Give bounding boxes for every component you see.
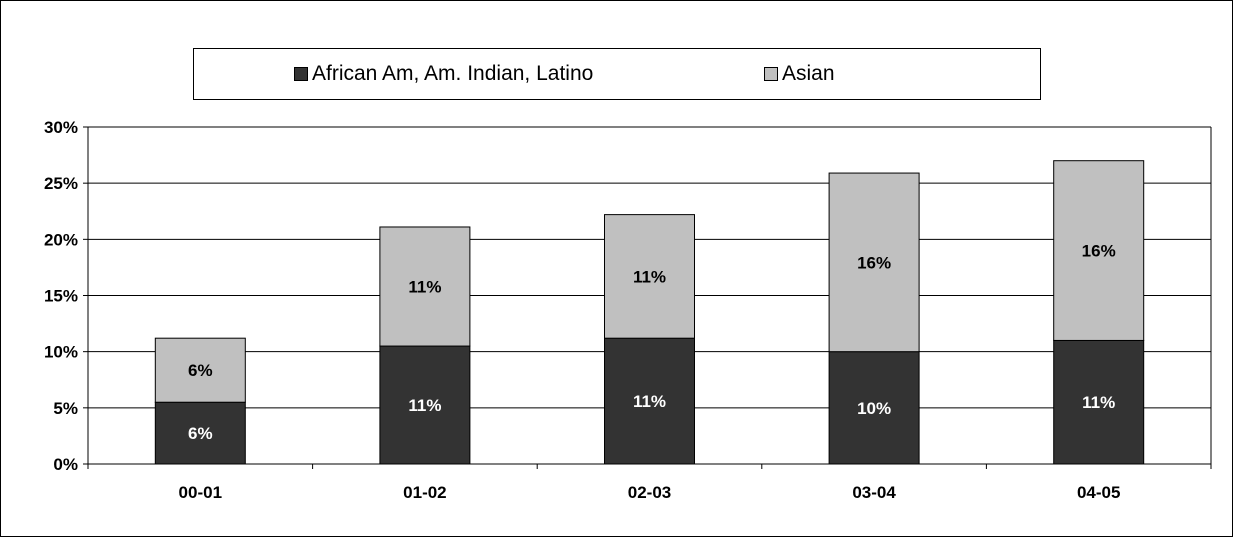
legend: African Am, Am. Indian, Latino Asian xyxy=(193,48,1041,100)
x-tick-label: 03-04 xyxy=(852,483,896,502)
bar-segment-african-am xyxy=(828,351,920,465)
y-tick-label: 25% xyxy=(44,174,78,193)
data-label: 11% xyxy=(633,392,666,411)
y-tick-label: 15% xyxy=(44,287,78,306)
bar-segment-african-am xyxy=(379,345,471,465)
y-tick-label: 0% xyxy=(53,455,78,474)
data-label: 11% xyxy=(633,267,666,286)
legend-label-african-am: African Am, Am. Indian, Latino xyxy=(312,62,594,85)
data-label: 6% xyxy=(188,361,213,380)
bar-segment-asian xyxy=(604,214,695,339)
bar-segment-asian xyxy=(1053,160,1145,341)
bar-segment-african-am xyxy=(1053,339,1145,465)
data-label: 6% xyxy=(188,424,213,443)
x-tick-label: 01-02 xyxy=(403,483,446,502)
legend-swatch-dark xyxy=(294,67,308,81)
bar-segment-asian xyxy=(154,337,246,403)
bar-segment-african-am xyxy=(604,337,695,465)
y-tick-label: 20% xyxy=(44,230,78,249)
x-tick-label: 00-01 xyxy=(179,483,222,502)
data-label: 16% xyxy=(1082,242,1116,261)
legend-item-asian: Asian xyxy=(764,61,835,87)
legend-item-african-am: African Am, Am. Indian, Latino xyxy=(294,61,593,87)
y-tick-label: 10% xyxy=(44,343,78,362)
data-label: 11% xyxy=(1082,393,1115,412)
x-tick-label: 02-03 xyxy=(628,483,671,502)
data-label: 11% xyxy=(408,278,441,297)
data-label: 11% xyxy=(408,396,441,415)
bar-segment-asian xyxy=(379,226,471,347)
bar-segment-asian xyxy=(828,172,920,353)
y-tick-label: 5% xyxy=(53,399,78,418)
data-label: 10% xyxy=(857,399,891,418)
legend-swatch-light xyxy=(764,67,778,81)
data-label: 16% xyxy=(857,253,891,272)
y-tick-label: 30% xyxy=(44,118,78,137)
x-tick-label: 04-05 xyxy=(1077,483,1120,502)
legend-label-asian: Asian xyxy=(782,62,835,85)
